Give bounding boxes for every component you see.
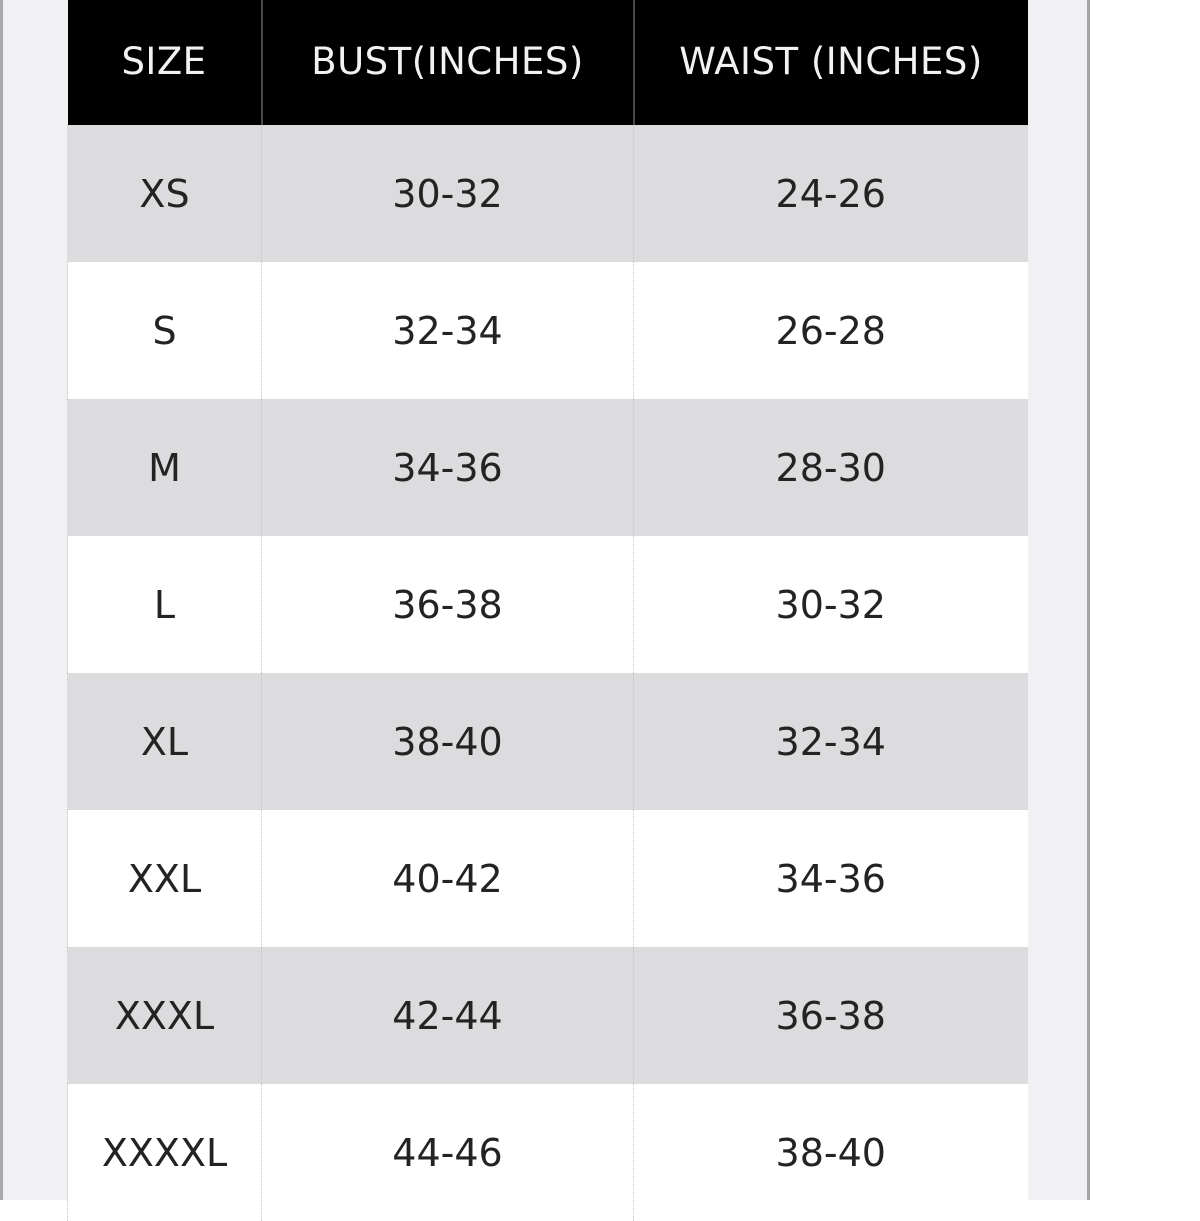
bust-cell: 30-32	[261, 125, 634, 262]
waist-cell: 26-28	[633, 262, 1028, 399]
table-row: M 34-36 28-30	[67, 399, 1028, 536]
table-row: S 32-34 26-28	[67, 262, 1028, 399]
left-border	[0, 0, 3, 1200]
right-border	[1087, 0, 1090, 1200]
size-cell: XXXXL	[67, 1084, 262, 1221]
table-row: L 36-38 30-32	[67, 536, 1028, 673]
waist-cell: 32-34	[633, 673, 1028, 810]
size-cell: M	[67, 399, 262, 536]
size-cell: XXL	[67, 810, 262, 947]
header-waist: WAIST (INCHES)	[632, 0, 1028, 125]
table-row: XXXXL 44-46 38-40	[67, 1084, 1028, 1221]
header-row: SIZE BUST(INCHES) WAIST (INCHES)	[67, 0, 1028, 125]
size-cell: S	[67, 262, 262, 399]
size-cell: XXXL	[67, 947, 262, 1084]
size-cell: XL	[67, 673, 262, 810]
table-row: XXL 40-42 34-36	[67, 810, 1028, 947]
table-row: XXXL 42-44 36-38	[67, 947, 1028, 1084]
size-cell: L	[67, 536, 262, 673]
waist-cell: 34-36	[633, 810, 1028, 947]
bust-cell: 36-38	[261, 536, 634, 673]
size-cell: XS	[67, 125, 262, 262]
waist-cell: 38-40	[633, 1084, 1028, 1221]
waist-cell: 30-32	[633, 536, 1028, 673]
waist-cell: 36-38	[633, 947, 1028, 1084]
bust-cell: 44-46	[261, 1084, 634, 1221]
bust-cell: 34-36	[261, 399, 634, 536]
bust-cell: 40-42	[261, 810, 634, 947]
bust-cell: 32-34	[261, 262, 634, 399]
header-size: SIZE	[67, 0, 262, 125]
size-chart-table: SIZE BUST(INCHES) WAIST (INCHES) XS 30-32…	[67, 0, 1028, 1221]
bust-cell: 42-44	[261, 947, 634, 1084]
table-row: XS 30-32 24-26	[67, 125, 1028, 262]
waist-cell: 24-26	[633, 125, 1028, 262]
header-bust: BUST(INCHES)	[260, 0, 634, 125]
waist-cell: 28-30	[633, 399, 1028, 536]
bust-cell: 38-40	[261, 673, 634, 810]
table-row: XL 38-40 32-34	[67, 673, 1028, 810]
